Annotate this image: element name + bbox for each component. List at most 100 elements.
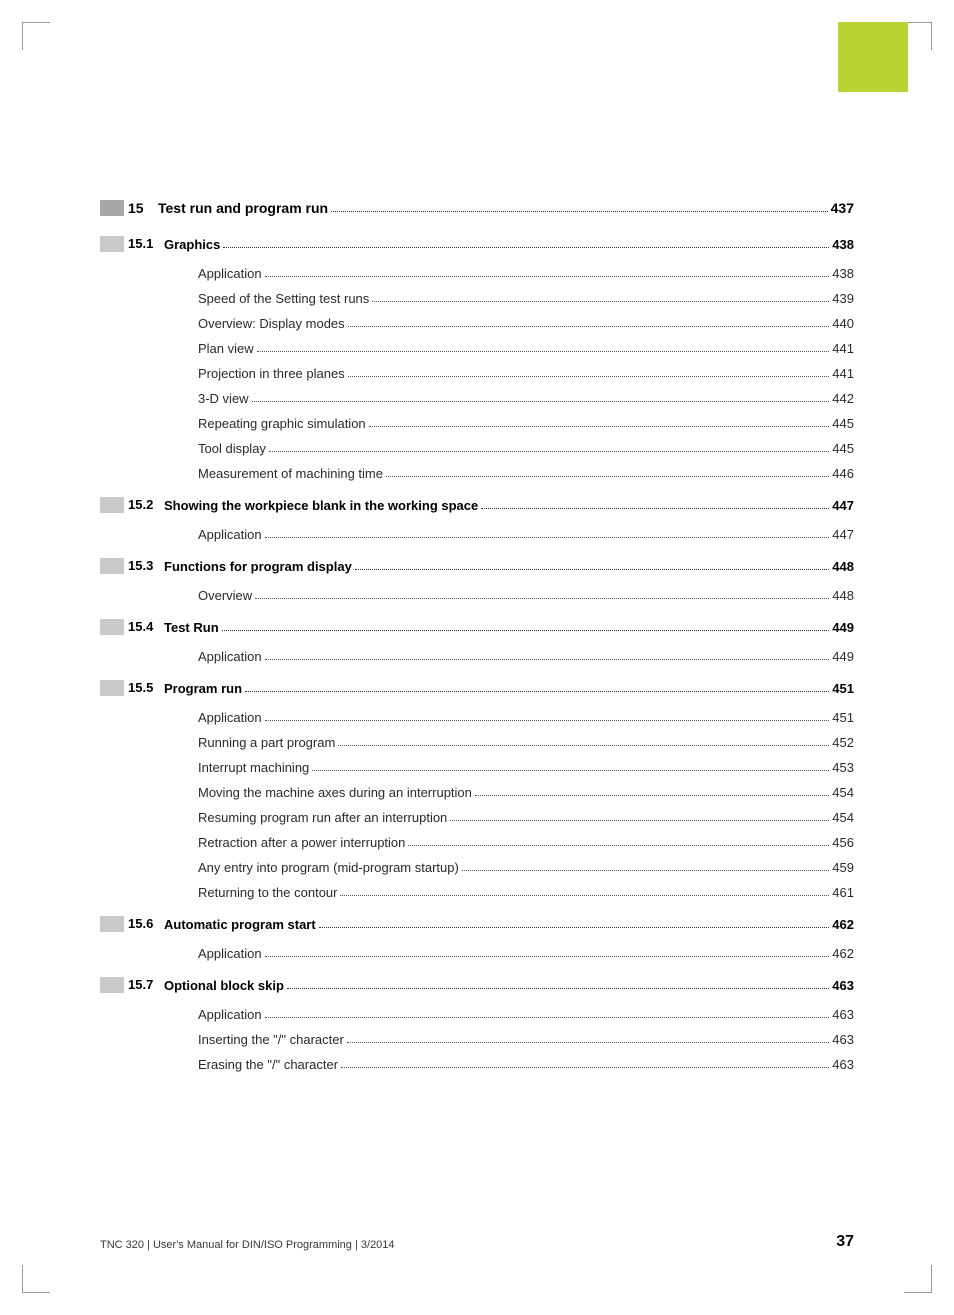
sub-item-title: Interrupt machining [198,760,309,775]
toc-sub-items: Application 451 Running a part program452 I… [164,710,854,900]
leader-dots [265,659,830,660]
leader-dots [408,845,829,846]
chapter-number: 15 [124,200,158,216]
toc-sub-item: Repeating graphic simulation445 [198,416,854,431]
leader-dots [340,895,829,896]
sub-item-page: 463 [832,1032,854,1047]
sub-item-title: Any entry into program (mid-program star… [198,860,459,875]
toc-sub-item: Application462 [198,946,854,961]
section-page: 451 [832,681,854,696]
leader-dots [269,451,829,452]
sub-item-title: Application [198,710,262,725]
toc-sub-item: Any entry into program (mid-program star… [198,860,854,875]
toc-sub-item: 3-D view442 [198,391,854,406]
sub-item-title: Application [198,946,262,961]
sub-item-page: 456 [832,835,854,850]
leader-dots [319,927,830,928]
chapter-page: 437 [831,200,854,216]
sub-item-title: 3-D view [198,391,249,406]
leader-dots [475,795,829,796]
sub-item-page: 451 [832,710,854,725]
toc-sub-item: Projection in three planes 441 [198,366,854,381]
toc-section-row: 15.5Program run451 [100,680,854,696]
leader-dots [462,870,829,871]
chapter-marker [100,200,124,216]
sub-item-title: Application [198,649,262,664]
toc-sub-item: Moving the machine axes during an interr… [198,785,854,800]
leader-dots [245,691,829,692]
crop-mark [904,22,932,50]
section-marker [100,619,124,635]
toc-sub-item: Returning to the contour 461 [198,885,854,900]
sub-item-title: Application [198,527,262,542]
toc-sub-item: Erasing the "/" character463 [198,1057,854,1072]
leader-dots [265,720,830,721]
leader-dots [265,537,830,538]
sub-item-page: 441 [832,341,854,356]
sub-item-page: 463 [832,1007,854,1022]
sub-item-page: 439 [832,291,854,306]
toc-sub-item: Application 449 [198,649,854,664]
section-title: Functions for program display [164,559,352,574]
leader-dots [481,508,829,509]
toc-sub-item: Measurement of machining time446 [198,466,854,481]
leader-dots [355,569,830,570]
sub-item-page: 449 [832,649,854,664]
section-marker [100,916,124,932]
section-number: 15.6 [124,916,164,932]
sub-item-title: Returning to the contour [198,885,337,900]
section-number: 15.3 [124,558,164,574]
section-marker [100,680,124,696]
section-title: Automatic program start [164,917,316,932]
sub-item-page: 441 [832,366,854,381]
sub-item-title: Speed of the Setting test runs [198,291,369,306]
sub-item-title: Projection in three planes [198,366,345,381]
toc-sub-item: Speed of the Setting test runs 439 [198,291,854,306]
section-page: 462 [832,917,854,932]
sub-item-page: 448 [832,588,854,603]
sub-item-page: 438 [832,266,854,281]
crop-mark [22,1265,50,1293]
leader-dots [338,745,829,746]
section-marker [100,236,124,252]
leader-dots [223,247,829,248]
sub-item-title: Inserting the "/" character [198,1032,344,1047]
leader-dots [287,988,829,989]
page-number: 37 [836,1233,854,1251]
toc-section-row: 15.3Functions for program display 448 [100,558,854,574]
leader-dots [347,1042,829,1043]
section-marker [100,977,124,993]
sub-item-title: Overview [198,588,252,603]
toc-sub-item: Application 463 [198,1007,854,1022]
sub-item-page: 445 [832,441,854,456]
toc-sub-items: Application 463 Inserting the "/" characte… [164,1007,854,1072]
toc-sub-item: Retraction after a power interruption456 [198,835,854,850]
sub-item-title: Application [198,1007,262,1022]
toc-sub-item: Plan view 441 [198,341,854,356]
section-title: Test Run [164,620,219,635]
toc-sub-item: Overview 448 [198,588,854,603]
section-title: Optional block skip [164,978,284,993]
sub-item-page: 440 [832,316,854,331]
toc-sub-item: Running a part program452 [198,735,854,750]
section-page: 438 [832,237,854,252]
sub-item-page: 461 [832,885,854,900]
page-footer: TNC 320 | User's Manual for DIN/ISO Prog… [100,1233,854,1251]
sub-item-title: Moving the machine axes during an interr… [198,785,472,800]
toc-content: 15 Test run and program run 437 15.1Grap… [100,200,854,1082]
sub-item-title: Repeating graphic simulation [198,416,366,431]
sub-item-page: 463 [832,1057,854,1072]
toc-sub-item: Interrupt machining453 [198,760,854,775]
toc-sub-items: Application 449 [164,649,854,664]
sub-item-title: Plan view [198,341,254,356]
leader-dots [255,598,829,599]
leader-dots [450,820,829,821]
leader-dots [348,376,830,377]
section-title: Showing the workpiece blank in the worki… [164,498,478,513]
sub-item-page: 454 [832,785,854,800]
sub-item-title: Resuming program run after an interrupti… [198,810,447,825]
toc-sub-items: Application438Speed of the Setting test … [164,266,854,481]
section-marker [100,558,124,574]
section-page: 447 [832,498,854,513]
section-page: 448 [832,559,854,574]
